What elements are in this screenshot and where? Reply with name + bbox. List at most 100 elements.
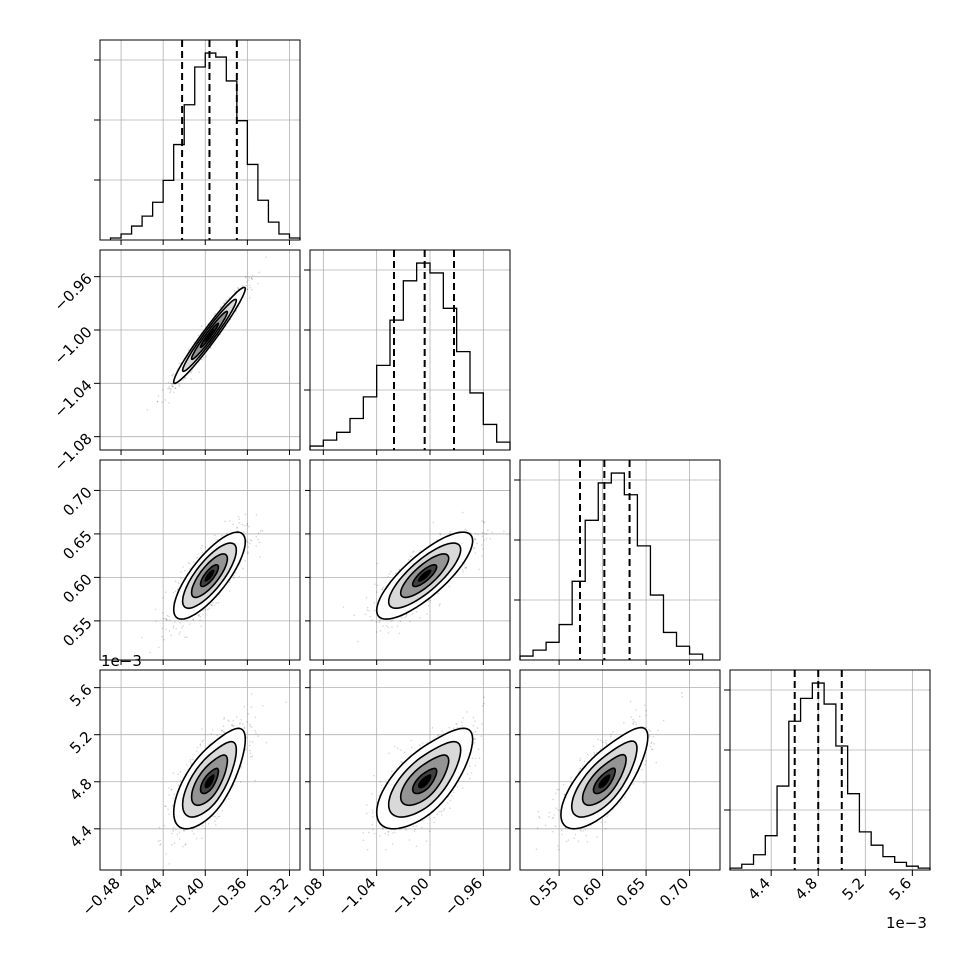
sample-point <box>381 588 383 591</box>
sample-point <box>474 757 476 760</box>
sample-point <box>220 305 222 308</box>
sample-point <box>202 613 204 616</box>
sample-point <box>168 630 171 632</box>
panel-content <box>157 692 287 865</box>
sample-point <box>404 828 406 830</box>
sample-point <box>192 619 195 621</box>
sample-point <box>223 718 225 720</box>
sample-point <box>371 816 374 818</box>
scatter-panel-3-0 <box>99 669 301 871</box>
sample-point <box>161 401 163 404</box>
sample-point <box>233 575 236 577</box>
sample-point <box>471 757 474 760</box>
sample-point <box>228 720 230 723</box>
sample-point <box>387 831 390 833</box>
axes-frame <box>309 249 511 451</box>
sample-point <box>473 538 476 540</box>
sample-point <box>192 561 195 563</box>
sample-point <box>239 781 242 783</box>
sample-point <box>169 382 172 385</box>
sample-point <box>216 538 218 541</box>
sample-point <box>580 767 582 769</box>
sample-point <box>544 824 547 827</box>
sample-point <box>164 591 167 594</box>
sample-point <box>172 386 174 388</box>
sample-point <box>460 721 463 724</box>
sample-point <box>436 813 438 816</box>
sample-point <box>163 824 166 827</box>
sample-point <box>464 528 466 531</box>
sample-point <box>387 830 389 833</box>
sample-point <box>452 791 455 794</box>
sample-point <box>449 807 451 809</box>
sample-point <box>391 770 393 773</box>
sample-point <box>410 739 412 742</box>
histogram-panel-1 <box>304 249 511 451</box>
sample-point <box>582 830 585 832</box>
sample-point <box>184 636 186 639</box>
sample-point <box>178 385 181 387</box>
sample-point <box>366 804 368 806</box>
sample-point <box>243 727 246 730</box>
sample-point <box>205 355 207 358</box>
sample-point <box>462 571 464 573</box>
sample-point <box>232 725 235 727</box>
sample-point <box>199 615 202 618</box>
sample-point <box>257 532 260 535</box>
sample-point <box>171 843 173 846</box>
sample-point <box>249 725 251 728</box>
sample-point <box>207 823 210 825</box>
sample-point <box>154 608 157 611</box>
histogram-panel-0 <box>94 39 301 241</box>
sample-point <box>599 739 602 742</box>
sample-point <box>219 306 221 309</box>
sample-point <box>396 625 399 627</box>
sample-point <box>158 646 160 649</box>
sample-point <box>245 748 247 750</box>
sample-point <box>239 722 241 725</box>
sample-point <box>171 383 173 386</box>
sample-point <box>168 794 170 796</box>
sample-point <box>356 640 359 643</box>
sample-point <box>387 834 390 836</box>
sample-point <box>169 390 172 392</box>
histogram-step <box>309 262 511 450</box>
sample-point <box>163 638 165 641</box>
sample-point <box>388 752 390 755</box>
sample-point <box>477 748 480 751</box>
sample-point <box>474 720 476 723</box>
sample-point <box>168 391 171 394</box>
sample-point <box>171 832 173 835</box>
sample-point <box>489 538 492 540</box>
sample-point <box>638 715 641 718</box>
sample-point <box>173 391 175 394</box>
sample-point <box>381 588 384 591</box>
contour-line <box>190 310 229 361</box>
sample-point <box>182 379 185 381</box>
sample-point <box>206 608 209 611</box>
histogram-step <box>519 472 704 660</box>
sample-point <box>442 809 445 811</box>
sample-point <box>446 802 449 804</box>
sample-point <box>224 520 226 523</box>
sample-point <box>415 845 418 848</box>
sample-point <box>195 837 198 840</box>
sample-point <box>369 615 372 618</box>
contour-line <box>190 754 229 807</box>
sample-point <box>427 604 430 607</box>
sample-point <box>413 550 415 552</box>
axes-frame <box>309 459 511 661</box>
sample-point <box>480 735 483 737</box>
sample-point <box>372 828 374 831</box>
sample-point <box>216 817 218 820</box>
sample-point <box>185 636 188 638</box>
sample-point <box>180 577 182 580</box>
sample-point <box>215 602 217 604</box>
sample-point <box>650 748 653 751</box>
sample-point <box>161 635 163 638</box>
sample-point <box>221 809 224 812</box>
sample-point <box>157 394 160 397</box>
scatter-panel-1-0 <box>99 249 301 451</box>
scatter-panel-3-1 <box>309 669 511 871</box>
sample-point <box>201 728 203 730</box>
